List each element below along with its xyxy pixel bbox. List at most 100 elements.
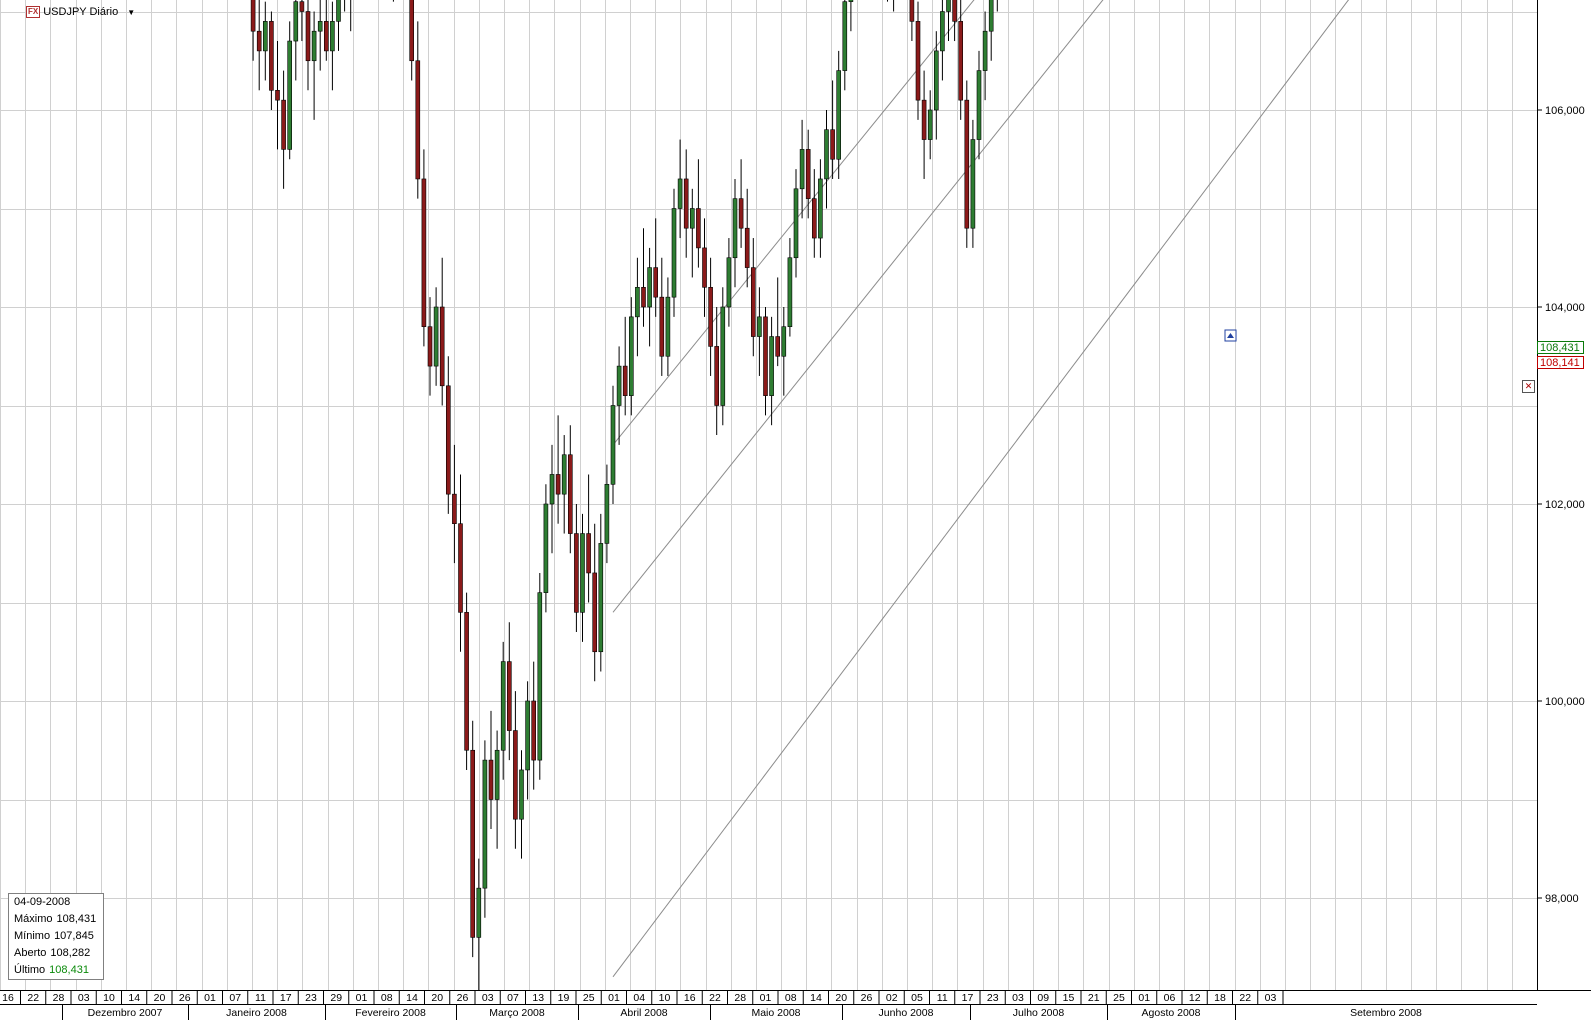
x-day-label: 22 bbox=[709, 992, 721, 1004]
x-day-label: 18 bbox=[1214, 992, 1226, 1004]
x-day-label: 02 bbox=[886, 992, 898, 1004]
candle-body bbox=[665, 296, 671, 357]
candle-body bbox=[580, 533, 585, 613]
chart-title: USDJPY Diário bbox=[43, 6, 119, 18]
candle-body bbox=[323, 21, 329, 52]
candle-body bbox=[433, 306, 439, 367]
candle-body bbox=[549, 474, 555, 505]
info-value: 108,282 bbox=[50, 947, 91, 959]
candle-body bbox=[330, 21, 335, 52]
candle-body bbox=[775, 336, 781, 357]
x-day-label: 11 bbox=[255, 992, 266, 1004]
x-day-label: 01 bbox=[1138, 992, 1150, 1004]
x-day-label: 14 bbox=[406, 992, 418, 1004]
candle-body bbox=[689, 208, 695, 229]
x-day-label: 20 bbox=[431, 992, 443, 1004]
candle-body bbox=[927, 109, 933, 140]
candle-body bbox=[439, 306, 445, 387]
candle-body bbox=[604, 483, 610, 544]
candle-body bbox=[574, 533, 579, 613]
candle-body bbox=[293, 1, 299, 42]
candle-body bbox=[269, 21, 274, 91]
info-value: 108,431 bbox=[56, 913, 97, 925]
candle-body bbox=[500, 661, 506, 751]
info-date: 04-09-2008 bbox=[14, 896, 71, 908]
x-day-label: 10 bbox=[103, 992, 115, 1004]
x-day-label: 20 bbox=[154, 992, 166, 1004]
candle-body bbox=[683, 178, 689, 229]
x-day-label: 25 bbox=[583, 992, 595, 1004]
candle-body bbox=[641, 286, 646, 308]
x-month-label: Janeiro 2008 bbox=[226, 1007, 287, 1019]
x-month-label: Junho 2008 bbox=[879, 1007, 934, 1019]
x-day-label: 16 bbox=[684, 992, 696, 1004]
x-day-label: 01 bbox=[608, 992, 620, 1004]
candle-body bbox=[952, 0, 957, 22]
x-month-label: Abril 2008 bbox=[620, 1007, 667, 1019]
candle-body bbox=[933, 50, 939, 111]
candle-body bbox=[726, 257, 732, 308]
candle-body bbox=[628, 316, 634, 396]
x-day-label: 03 bbox=[482, 992, 494, 1004]
x-day-label: 29 bbox=[330, 992, 342, 1004]
x-month-label: Setembro 2008 bbox=[1350, 1007, 1422, 1019]
chevron-down-icon[interactable]: ▼ bbox=[127, 7, 136, 17]
candle-body bbox=[305, 11, 311, 62]
x-day-label: 25 bbox=[1113, 992, 1125, 1004]
candle-body bbox=[635, 286, 640, 318]
candle-body bbox=[476, 887, 482, 938]
candle-body bbox=[964, 99, 970, 229]
candle-body bbox=[720, 306, 726, 406]
x-day-label: 17 bbox=[280, 992, 292, 1004]
candle-body bbox=[958, 21, 964, 101]
x-day-label: 03 bbox=[1012, 992, 1024, 1004]
candle-body bbox=[921, 99, 927, 140]
x-day-label: 26 bbox=[179, 992, 191, 1004]
y-tick-label: 106,000 bbox=[1545, 105, 1585, 117]
candle-body bbox=[299, 1, 305, 12]
candle-body bbox=[946, 0, 951, 12]
chart-title-bar[interactable]: FX USDJPY Diário ▼ bbox=[26, 4, 135, 20]
candle-body bbox=[787, 257, 793, 327]
x-day-label: 11 bbox=[937, 992, 948, 1004]
x-day-label: 26 bbox=[457, 992, 469, 1004]
candle-body bbox=[586, 533, 591, 574]
x-day-label: 08 bbox=[785, 992, 797, 1004]
x-day-label: 22 bbox=[27, 992, 39, 1004]
candle-body bbox=[250, 0, 256, 32]
y-tick-label: 104,000 bbox=[1545, 302, 1585, 314]
candle-body bbox=[824, 129, 829, 180]
x-month-label: Dezembro 2007 bbox=[88, 1007, 163, 1019]
x-day-label: 16 bbox=[2, 992, 14, 1004]
candle-body bbox=[519, 769, 524, 820]
candle-body bbox=[622, 365, 628, 396]
x-day-label: 01 bbox=[356, 992, 368, 1004]
x-day-label: 07 bbox=[507, 992, 519, 1004]
x-day-label: 14 bbox=[128, 992, 140, 1004]
candle-body bbox=[415, 60, 421, 180]
candle-body bbox=[275, 90, 280, 101]
x-day-label: 03 bbox=[1265, 992, 1277, 1004]
candle-body bbox=[988, 0, 994, 32]
info-label: Último bbox=[14, 964, 46, 976]
ohlc-info-box: 04-09-2008 Máximo 108,431 Mínimo 107,845… bbox=[8, 893, 104, 980]
x-day-label: 12 bbox=[1189, 992, 1201, 1004]
candle-body bbox=[458, 523, 463, 613]
channel-line bbox=[612, 0, 975, 446]
x-day-label: 17 bbox=[962, 992, 974, 1004]
x-month-label: Fevereiro 2008 bbox=[355, 1007, 426, 1019]
candle-body bbox=[811, 198, 817, 239]
candle-body bbox=[262, 21, 268, 52]
last-price-tag: 108,431 bbox=[1537, 341, 1584, 354]
channel-line bbox=[612, 0, 1350, 978]
candle-body bbox=[281, 99, 286, 150]
candle-body bbox=[317, 21, 323, 32]
alert-marker-icon[interactable]: ✕ bbox=[1522, 380, 1535, 393]
candle-body bbox=[445, 385, 451, 495]
x-month-label: Julho 2008 bbox=[1013, 1007, 1065, 1019]
candle-body bbox=[464, 612, 469, 751]
fx-badge: FX bbox=[26, 6, 41, 18]
reference-price-tag: 108,141 bbox=[1537, 356, 1584, 369]
candle-body bbox=[592, 572, 598, 653]
